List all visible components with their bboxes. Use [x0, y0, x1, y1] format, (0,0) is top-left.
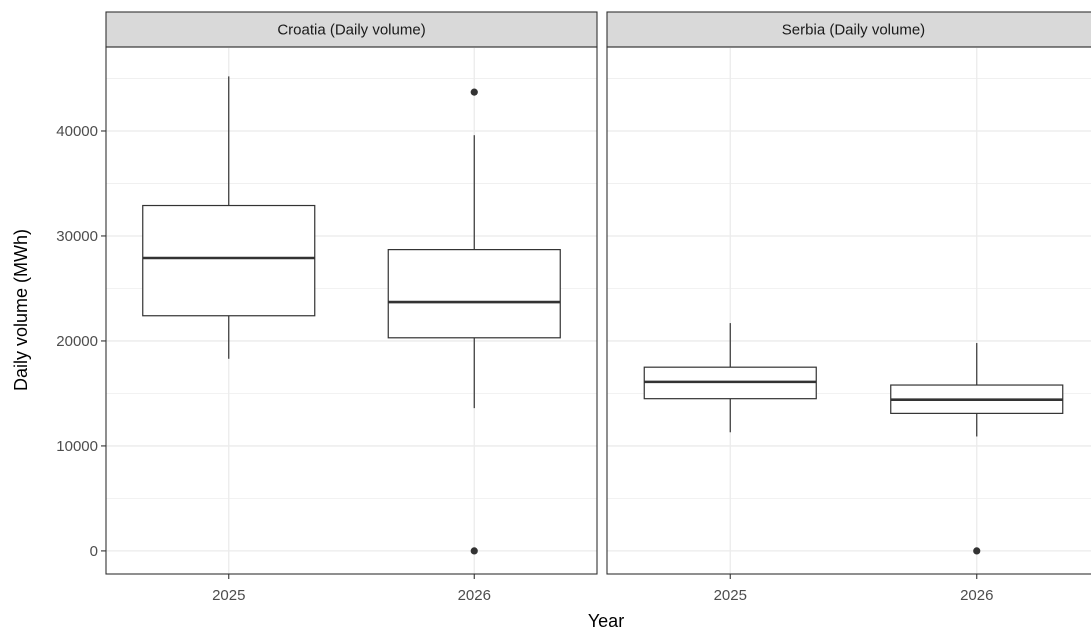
facet-strip	[606, 11, 1091, 48]
y-tick-label: 40000	[56, 123, 98, 140]
y-axis-title: Daily volume (MWh)	[11, 229, 31, 391]
facet-panel	[105, 46, 598, 575]
box-2025	[643, 323, 817, 433]
box-iqr	[142, 204, 316, 317]
x-axis: 2025 2026 2025 2026	[212, 574, 993, 604]
x-axis-title: Year	[588, 611, 624, 631]
x-tick-label: 2025	[714, 587, 747, 604]
y-tick-label: 30000	[56, 228, 98, 245]
facet-strip-label: Croatia (Daily volume)	[277, 22, 425, 39]
box-2026	[387, 88, 561, 555]
box-iqr	[387, 249, 561, 339]
facet-panel	[606, 46, 1091, 575]
x-tick-label: 2025	[212, 587, 245, 604]
outlier-point	[470, 88, 478, 96]
panel-border	[606, 46, 1091, 575]
facet-strip-label: Serbia (Daily volume)	[782, 22, 925, 39]
box-2025	[142, 76, 316, 359]
x-tick-label: 2026	[960, 587, 993, 604]
facet-strips: Croatia (Daily volume) Serbia (Daily volu…	[105, 11, 1091, 48]
y-axis: 0 10000 20000 30000 40000	[56, 123, 106, 560]
facet-panels	[105, 46, 1091, 575]
box-2026	[890, 343, 1064, 555]
outlier-point	[973, 547, 981, 555]
outlier-point	[470, 547, 478, 555]
y-tick-label: 10000	[56, 438, 98, 455]
facet-strip	[105, 11, 598, 48]
x-tick-label: 2026	[458, 587, 491, 604]
panel-border	[105, 46, 598, 575]
y-tick-label: 0	[90, 543, 98, 560]
y-tick-label: 20000	[56, 333, 98, 350]
